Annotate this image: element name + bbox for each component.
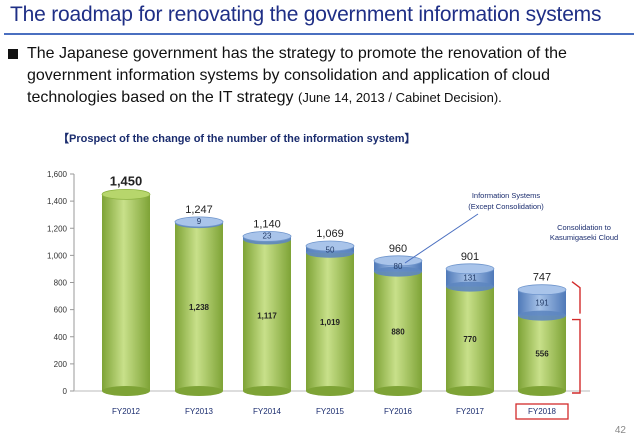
bullet-square-icon (8, 49, 18, 59)
bar-base-bottom-FY2016 (374, 386, 422, 396)
annotation-kasumigaseki-cloud: Consolidation to Kasumigaseki Cloud (550, 223, 618, 242)
bar-base-bottom-FY2012 (102, 386, 150, 396)
category-label-FY2017: FY2017 (456, 407, 485, 416)
bar-cloud-top-FY2017 (445, 263, 495, 275)
bracket-base (572, 318, 581, 394)
bar-base-FY2017 (446, 286, 494, 391)
base-value-label-FY2013: 1,238 (189, 303, 210, 312)
bullet-note: (June 14, 2013 / Cabinet Decision). (298, 90, 502, 105)
y-tick-label: 800 (54, 279, 68, 288)
bar-base-FY2015 (306, 252, 354, 391)
annotation-line: (Except Consolidation) (468, 202, 544, 211)
y-tick-label: 600 (54, 306, 68, 315)
bar-base-bottom-FY2014 (243, 386, 291, 396)
bar-cloud-top-FY2014 (242, 230, 292, 242)
annotation-line: Information Systems (472, 191, 541, 200)
base-value-label-FY2015: 1,019 (320, 318, 341, 327)
base-value-label-FY2018: 556 (535, 349, 549, 358)
bar-base-bottom-FY2013 (175, 386, 223, 396)
bar-cloud-FY2016 (374, 260, 422, 272)
page-number: 42 (614, 425, 626, 436)
bar-base-top-FY2012 (101, 188, 151, 200)
bar-cloud-top-FY2018 (517, 284, 567, 296)
bar-base-bottom-FY2017 (446, 386, 494, 396)
bar-base-FY2018 (518, 315, 566, 391)
bar-joint-FY2016 (374, 266, 422, 277)
y-tick-label: 400 (54, 333, 68, 342)
cloud-value-label-FY2014: 23 (263, 231, 272, 240)
cloud-value-label-FY2015: 50 (326, 245, 335, 254)
cloud-value-label-FY2017: 131 (463, 274, 477, 283)
total-label-FY2012: 1,450 (110, 173, 143, 188)
bracket-cloud (571, 281, 581, 314)
chart-heading: 【Prospect of the change of the number of… (58, 133, 416, 145)
total-label-FY2016: 960 (389, 243, 407, 255)
bar-cloud-top-FY2015 (305, 240, 355, 252)
bullet-point: The Japanese government has the strategy… (8, 43, 628, 109)
bar-chart: 0 200 400 600 800 1,000 1,200 1,400 1,600 1,450 F… (47, 170, 618, 420)
cloud-value-label-FY2016: 80 (394, 262, 403, 271)
bar-cloud-top-FY2013 (174, 216, 224, 228)
y-tick-label: 1,600 (47, 170, 68, 179)
bar-joint-FY2018 (518, 310, 566, 321)
total-label-FY2015: 1,069 (316, 228, 344, 240)
bar-base-FY2016 (374, 271, 422, 391)
y-tick-label: 0 (63, 387, 68, 396)
bar-cloud-top-FY2016 (373, 255, 423, 267)
y-tick-label: 1,000 (47, 251, 68, 260)
annotation-line: Consolidation to (557, 223, 611, 232)
annotation-except-consolidation: Information Systems (Except Consolidation… (468, 191, 544, 211)
title-divider (4, 33, 634, 35)
category-label-FY2016: FY2016 (384, 407, 413, 416)
category-label-FY2015: FY2015 (316, 407, 345, 416)
bar-base-bottom-FY2018 (518, 386, 566, 396)
category-label-FY2014: FY2014 (253, 407, 282, 416)
total-label-FY2017: 901 (461, 251, 479, 263)
base-value-label-FY2014: 1,117 (257, 311, 277, 320)
category-label-FY2013: FY2013 (185, 407, 214, 416)
bar-base-FY2014 (243, 239, 291, 391)
bar-joint-FY2017 (446, 281, 494, 292)
bar-base-FY2012 (102, 194, 150, 391)
base-value-label-FY2016: 880 (391, 327, 405, 336)
slide-title: The roadmap for renovating the governmen… (10, 3, 602, 26)
y-tick-label: 1,400 (47, 197, 68, 206)
category-label-FY2012: FY2012 (112, 407, 141, 416)
base-value-label-FY2017: 770 (463, 335, 477, 344)
bar-base-FY2013 (175, 223, 223, 391)
total-label-FY2013: 1,247 (185, 204, 213, 216)
bullet-main-text: The Japanese government has the strategy… (27, 45, 567, 106)
bar-base-bottom-FY2015 (306, 386, 354, 396)
y-tick-label: 1,200 (47, 224, 68, 233)
annotation-line: Kasumigaseki Cloud (550, 233, 618, 242)
annotation-pointer-line (404, 213, 479, 264)
bullet-text: The Japanese government has the strategy… (8, 43, 628, 109)
total-label-FY2018: 747 (533, 272, 551, 284)
total-label-FY2014: 1,140 (253, 218, 281, 230)
cloud-value-label-FY2018: 191 (535, 299, 549, 308)
highlight-box-FY2018 (515, 403, 569, 420)
cloud-value-label-FY2013: 9 (197, 217, 202, 226)
y-tick-label: 200 (54, 360, 68, 369)
category-label-FY2018: FY2018 (528, 407, 557, 416)
